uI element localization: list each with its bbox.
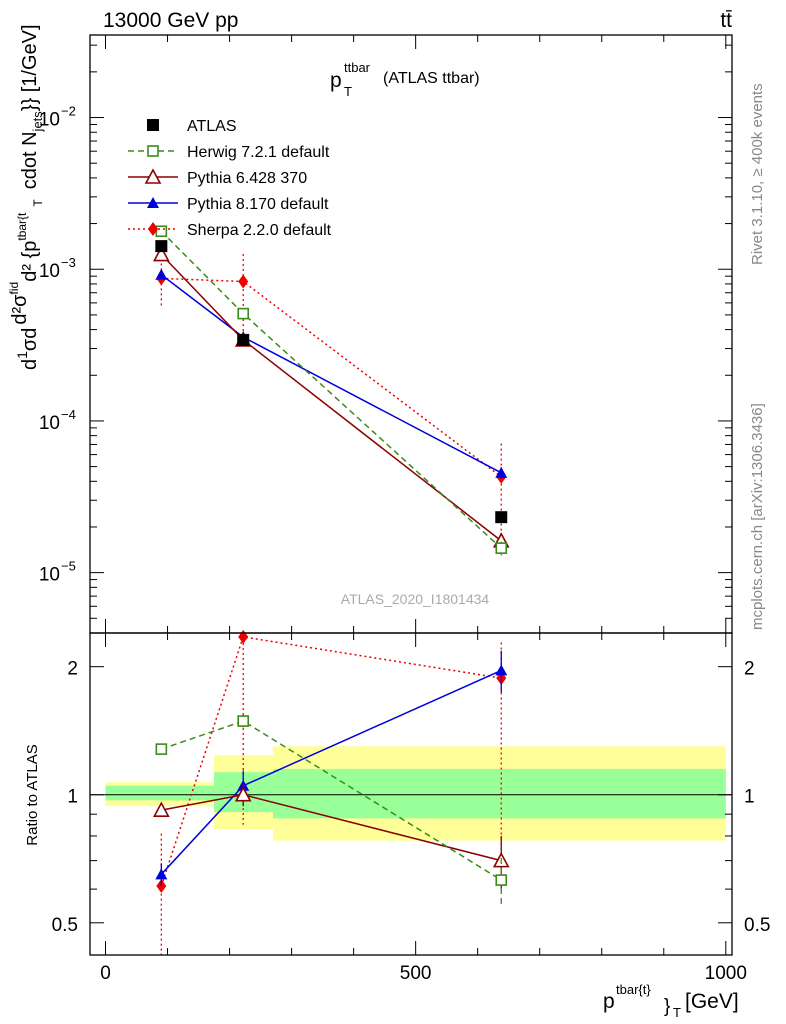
ratio-pythia8-point — [495, 664, 508, 676]
xlabel-T: T — [673, 1005, 681, 1020]
ratio-sherpa-line — [160, 636, 502, 887]
main-ytick-exponent: −3 — [61, 255, 76, 270]
main-title-p: p — [330, 69, 342, 92]
main-panel-series — [152, 225, 510, 556]
ratio-ytick-label-left: 1 — [67, 787, 78, 808]
xtick-label: 1000 — [705, 963, 747, 984]
xlabel-sup: tbar{t} — [616, 982, 651, 997]
ylabel-d2: d — [19, 328, 41, 339]
series-sherpa — [156, 254, 507, 539]
legend-entry-pythia8: Pythia 8.170 default — [128, 196, 329, 213]
ratio-panel-bands — [105, 746, 726, 841]
ratio-pythia6-point — [152, 801, 170, 817]
ratio-ylabel: Ratio to ATLAS — [24, 744, 41, 845]
ratio-ytick-label-left: 0.5 — [52, 915, 78, 936]
pythia6-point — [152, 245, 170, 262]
legend-label-pythia8: Pythia 8.170 default — [187, 196, 329, 213]
ylabel-one: 1 — [14, 351, 30, 359]
xlabel-brace: } — [664, 996, 670, 1017]
herwig-point — [495, 542, 508, 554]
legend-entry-atlas: ATLAS — [147, 118, 237, 135]
ratio-band-green — [272, 768, 726, 819]
legend-label-herwig: Herwig 7.2.1 default — [187, 144, 330, 161]
legend-marker-herwig — [147, 145, 159, 157]
ratio-band-green — [105, 785, 215, 801]
series-herwig — [155, 225, 508, 556]
ratio-sherpa-point — [238, 629, 249, 644]
legend-entry-herwig: Herwig 7.2.1 default — [128, 144, 330, 161]
ylabel-fid: fid — [7, 282, 21, 295]
pythia8-point — [155, 268, 168, 280]
sherpa-point — [238, 274, 249, 289]
ratio-herwig-point — [237, 715, 250, 727]
main-ytick-exponent: −5 — [61, 559, 76, 574]
ylabel-unit: }} [1/GeV] — [19, 24, 41, 111]
svg-text:d1σdd²σfidd² {ptbar{tTcdot Nje: d1σdd²σfidd² {ptbar{tTcdot Njets}} [1/Ge… — [7, 24, 45, 370]
pythia8-point — [495, 466, 508, 478]
legend-marker-pythia8 — [147, 197, 159, 208]
ylabel-d2sigma: d²σ — [9, 294, 31, 325]
ratio-ytick-label-left: 2 — [67, 659, 78, 680]
ratio-series-herwig — [155, 714, 508, 906]
xlabel-unit: [GeV] — [685, 990, 739, 1013]
pythia8-line — [160, 274, 502, 474]
main-ytick-label: 10 — [39, 413, 60, 434]
main-ytick-exponent: −4 — [61, 407, 76, 422]
ylabel-d1: d — [19, 359, 41, 370]
main-title-sub: T — [344, 84, 352, 99]
atlas-point — [495, 511, 508, 524]
ylabel-tbar: tbar{t — [15, 212, 29, 241]
analysis-watermark: ATLAS_2020_I1801434 — [341, 591, 490, 607]
main-ytick-label: 10 — [39, 565, 60, 586]
herwig-point — [237, 307, 250, 320]
xlabel-p: p — [603, 990, 615, 1013]
ratio-panel-frame — [89, 632, 733, 956]
ratio-herwig-point — [495, 874, 508, 886]
ylabel-jets: jets — [30, 111, 45, 133]
main-ytick-label: 10 — [39, 261, 60, 282]
ratio-pythia8-point — [155, 868, 168, 880]
header-right: tt̄ — [720, 9, 732, 32]
ratio-panel-ticks: 0.5 0.5 1 1 2 2 0 500 1000 — [52, 633, 770, 984]
ylabel-denominator: d² {p — [19, 241, 41, 282]
legend-marker-sherpa — [148, 222, 158, 236]
main-title: p — [330, 69, 342, 92]
rivet-label: Rivet 3.1.10, ≥ 400k events — [749, 83, 766, 265]
ylabel-T: T — [31, 199, 45, 207]
ylabel-sigma: σ — [19, 338, 41, 351]
legend-marker-atlas — [147, 119, 159, 131]
ratio-herwig-point — [155, 743, 168, 755]
atlas-point — [237, 333, 250, 346]
legend-entry-sherpa: Sherpa 2.2.0 default — [128, 222, 332, 239]
legend-label-pythia6: Pythia 6.428 370 — [187, 170, 307, 187]
main-title-rest: (ATLAS ttbar) — [383, 70, 480, 87]
legend-marker-pythia6 — [144, 168, 162, 184]
herwig-point — [155, 225, 168, 238]
legend: ATLAS Herwig 7.2.1 default Pythia 6.428 37… — [128, 118, 332, 239]
legend-label-sherpa: Sherpa 2.2.0 default — [187, 222, 332, 239]
header-left: 13000 GeV pp — [103, 9, 238, 32]
atlas-point — [155, 240, 168, 253]
ylabel-cdot: cdot N — [19, 131, 41, 189]
ratio-ytick-label-right: 0.5 — [744, 915, 770, 936]
series-pythia8 — [155, 268, 508, 479]
main-panel-ticks: 10−210−310−410−5 — [39, 35, 732, 634]
main-ytick-exponent: −2 — [61, 104, 76, 119]
xtick-label: 500 — [400, 963, 432, 984]
legend-label-atlas: ATLAS — [187, 118, 237, 135]
ratio-ytick-label-right: 2 — [744, 659, 755, 680]
series-pythia6 — [152, 245, 510, 550]
main-ytick-label: 10 — [39, 110, 60, 131]
legend-entry-pythia6: Pythia 6.428 370 — [128, 168, 307, 187]
pythia6-line — [160, 254, 502, 542]
ratio-ytick-label-right: 1 — [744, 787, 755, 808]
xtick-label: 0 — [100, 963, 111, 984]
mcplots-label: mcplots.cern.ch [arXiv:1306.3436] — [749, 403, 766, 630]
series-atlas — [155, 240, 508, 524]
ratio-pythia6-point — [234, 786, 252, 802]
main-title-sup: ttbar — [344, 60, 371, 75]
main-ylabel: d1σdd²σfidd² {ptbar{tTcdot Njets}} [1/Ge… — [7, 24, 45, 370]
